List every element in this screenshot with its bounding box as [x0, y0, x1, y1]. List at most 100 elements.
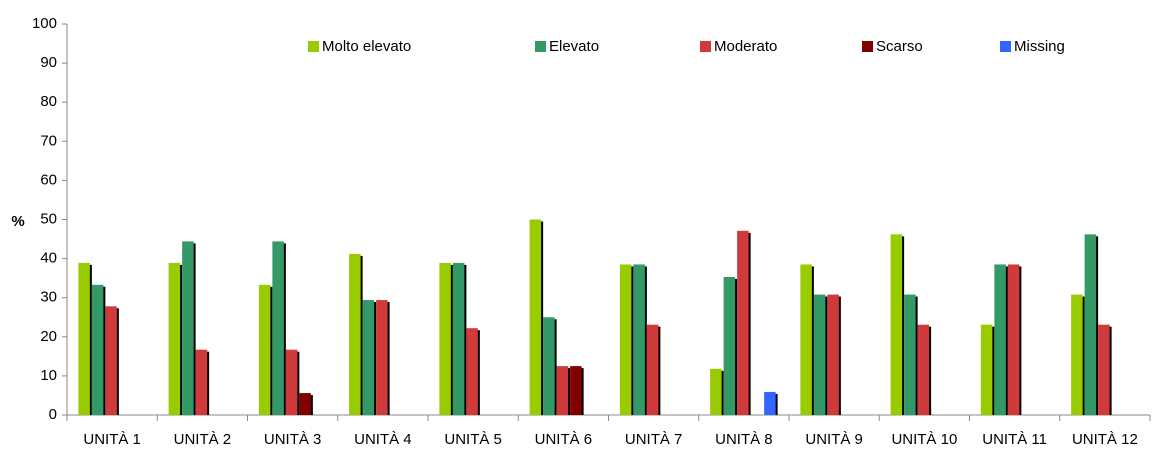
legend-label: Scarso: [876, 38, 923, 55]
x-tick-label: UNITÀ 12: [1072, 431, 1138, 448]
bar-shadow: [914, 296, 918, 415]
legend-swatch: [862, 41, 873, 52]
y-tick-label: 90: [40, 54, 57, 71]
bar: [737, 230, 749, 415]
bar: [710, 368, 722, 415]
legend-swatch: [308, 41, 319, 52]
bar-shadow: [901, 236, 905, 415]
bar-shadow: [657, 326, 661, 415]
bar-shadow: [837, 296, 841, 415]
bar: [890, 234, 903, 415]
bar: [723, 276, 736, 415]
bar: [1098, 324, 1110, 415]
y-tick-label: 40: [40, 250, 57, 267]
bar: [904, 294, 916, 415]
x-tick-label: UNITÀ 2: [174, 431, 232, 448]
bar: [195, 349, 208, 415]
bar-shadow: [282, 243, 286, 415]
bar-shadow: [553, 319, 557, 415]
bar: [182, 241, 194, 415]
bar: [258, 284, 271, 415]
bar: [646, 324, 659, 415]
bar-shadow: [1095, 236, 1099, 415]
x-tick-label: UNITÀ 9: [805, 431, 863, 448]
bar: [764, 391, 776, 415]
bar-shadow: [567, 368, 571, 415]
bar: [168, 262, 181, 415]
bar: [285, 349, 298, 415]
bar-shadow: [192, 243, 196, 415]
y-tick-label: 30: [40, 289, 57, 306]
y-tick-label: 80: [40, 93, 57, 110]
bar: [91, 284, 104, 415]
bar: [1084, 234, 1097, 415]
bar-shadow: [630, 266, 634, 415]
bar-shadow: [643, 266, 647, 415]
x-tick-label: UNITÀ 5: [444, 431, 502, 448]
bar: [556, 366, 569, 415]
bar-shadow: [810, 266, 814, 415]
bar: [272, 241, 284, 415]
bar-shadow: [1004, 266, 1008, 415]
legend-label: Missing: [1014, 38, 1065, 55]
legend-swatch: [700, 41, 711, 52]
bar: [466, 328, 478, 415]
legend-label: Moderato: [714, 38, 777, 55]
bar-shadow: [928, 326, 932, 415]
legend-swatch: [1000, 41, 1011, 52]
bar-shadow: [463, 264, 467, 415]
bar: [813, 294, 826, 415]
y-tick-label: 0: [49, 406, 57, 423]
bar: [619, 264, 632, 415]
bar: [827, 294, 839, 415]
x-tick-label: UNITÀ 7: [625, 431, 683, 448]
y-axis-label: %: [11, 213, 24, 230]
bar-shadow: [774, 393, 778, 415]
bar-shadow: [580, 368, 584, 415]
x-tick-label: UNITÀ 3: [264, 431, 322, 448]
y-tick-label: 100: [32, 15, 57, 32]
bar: [452, 262, 465, 415]
bar-shadow: [449, 264, 453, 415]
bar-shadow: [373, 302, 377, 415]
legend-label: Molto elevato: [322, 38, 411, 55]
bar-shadow: [296, 351, 300, 415]
bar: [980, 324, 993, 415]
bar-shadow: [359, 255, 363, 415]
x-tick-label: UNITÀ 11: [982, 431, 1047, 448]
bar: [529, 219, 542, 415]
bar-shadow: [747, 232, 751, 415]
x-tick-label: UNITÀ 4: [354, 431, 412, 448]
x-tick-label: UNITÀ 8: [715, 431, 773, 448]
y-tick-label: 70: [40, 132, 57, 149]
bar: [994, 264, 1006, 415]
x-tick-label: UNITÀ 1: [83, 431, 141, 448]
y-tick-label: 50: [40, 210, 57, 227]
bar-shadow: [1081, 296, 1085, 415]
bar-shadow: [1018, 266, 1022, 415]
bar: [1071, 294, 1083, 415]
bar-shadow: [386, 302, 390, 415]
x-tick-label: UNITÀ 10: [891, 431, 957, 448]
bar: [376, 300, 388, 415]
bar-shadow: [540, 221, 544, 415]
bar-shadow: [720, 370, 724, 415]
bar: [78, 262, 90, 415]
bar-shadow: [476, 330, 480, 415]
legend-swatch: [535, 41, 546, 52]
bar: [917, 324, 930, 415]
bar-shadow: [269, 286, 273, 415]
bar-shadow: [991, 326, 995, 415]
y-tick-label: 20: [40, 328, 57, 345]
bar: [362, 300, 375, 415]
bar-shadow: [206, 351, 210, 415]
bar: [105, 306, 117, 415]
bar-shadow: [88, 264, 92, 415]
bar: [800, 264, 812, 415]
legend-label: Elevato: [549, 38, 599, 55]
bar-shadow: [115, 308, 119, 415]
bar: [543, 317, 555, 415]
bar-shadow: [1108, 326, 1112, 415]
y-tick-label: 60: [40, 171, 57, 188]
